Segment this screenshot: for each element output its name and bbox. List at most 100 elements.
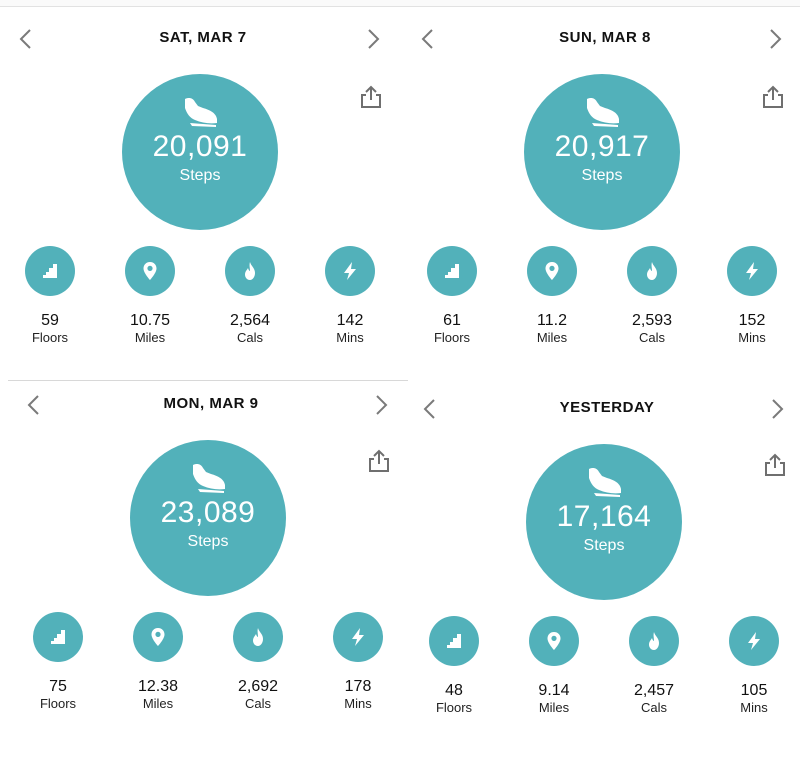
date-title: YESTERDAY	[559, 399, 655, 416]
date-title: SUN, MAR 8	[559, 29, 651, 46]
share-icon	[361, 85, 381, 108]
stat-calories[interactable]: 2,564 Cals	[205, 246, 295, 346]
minutes-value: 105	[740, 682, 768, 699]
previous-day-button[interactable]	[412, 24, 442, 54]
stat-active-minutes[interactable]: 142 Mins	[305, 246, 395, 346]
stat-active-minutes[interactable]: 152 Mins	[707, 246, 797, 346]
miles-label: Miles	[536, 330, 568, 345]
stat-active-minutes[interactable]: 105 Mins	[709, 616, 799, 716]
calories-value: 2,457	[633, 682, 675, 699]
steps-circle[interactable]: 20,091 Steps	[122, 74, 278, 230]
lightning-bolt-icon	[344, 262, 356, 280]
share-icon	[369, 449, 389, 472]
minutes-label: Mins	[738, 330, 766, 345]
stat-floors[interactable]: 48 Floors	[409, 616, 499, 716]
floors-label: Floors	[435, 700, 473, 715]
stat-floors[interactable]: 61 Floors	[407, 246, 497, 346]
previous-day-button[interactable]	[414, 394, 444, 424]
shoe-icon	[587, 98, 619, 127]
chevron-right-icon	[376, 395, 388, 415]
calories-value: 2,692	[237, 678, 279, 695]
miles-label: Miles	[134, 330, 166, 345]
miles-label: Miles	[142, 696, 174, 711]
minutes-value: 152	[738, 312, 766, 329]
floors-value: 59	[41, 312, 59, 329]
day-panel-sat-mar-7: SAT, MAR 7 20,091 Steps 59 Floors 10.75 …	[8, 24, 398, 374]
steps-label: Steps	[581, 167, 623, 184]
miles-value: 12.38	[137, 678, 179, 695]
location-pin-icon	[547, 632, 561, 650]
steps-value: 20,091	[152, 130, 248, 163]
chevron-left-icon	[423, 399, 435, 419]
shoe-icon	[193, 464, 225, 493]
stat-floors[interactable]: 75 Floors	[13, 612, 103, 712]
minutes-value: 142	[336, 312, 364, 329]
next-day-button[interactable]	[761, 24, 791, 54]
miles-label: Miles	[538, 700, 570, 715]
stat-calories[interactable]: 2,593 Cals	[607, 246, 697, 346]
steps-circle[interactable]: 23,089 Steps	[130, 440, 286, 596]
steps-circle[interactable]: 20,917 Steps	[524, 74, 680, 230]
lightning-bolt-icon	[746, 262, 758, 280]
minutes-label: Mins	[344, 696, 372, 711]
day-panel-sun-mar-8: SUN, MAR 8 20,917 Steps 61 Floors 11.2 M…	[410, 24, 800, 374]
lightning-bolt-icon	[352, 628, 364, 646]
stat-miles[interactable]: 12.38 Miles	[113, 612, 203, 712]
steps-label: Steps	[187, 533, 229, 550]
share-button[interactable]	[760, 84, 786, 110]
stat-floors[interactable]: 59 Floors	[5, 246, 95, 346]
chevron-left-icon	[19, 29, 31, 49]
previous-day-button[interactable]	[18, 390, 48, 420]
top-border	[0, 0, 800, 7]
date-title: MON, MAR 9	[163, 395, 259, 412]
floors-value: 75	[49, 678, 67, 695]
minutes-label: Mins	[740, 700, 768, 715]
next-day-button[interactable]	[763, 394, 793, 424]
stairs-icon	[447, 634, 461, 648]
stat-miles[interactable]: 11.2 Miles	[507, 246, 597, 346]
calories-value: 2,593	[631, 312, 673, 329]
stat-miles[interactable]: 9.14 Miles	[509, 616, 599, 716]
shoe-icon	[589, 468, 621, 497]
calories-label: Cals	[244, 696, 271, 711]
day-panel-mon-mar-9: MON, MAR 9 23,089 Steps 75 Floors 12.38 …	[16, 390, 406, 740]
floors-label: Floors	[31, 330, 69, 345]
miles-value: 10.75	[129, 312, 171, 329]
stairs-icon	[43, 264, 57, 278]
steps-label: Steps	[583, 537, 625, 554]
next-day-button[interactable]	[367, 390, 397, 420]
flame-icon	[253, 628, 263, 646]
steps-label: Steps	[179, 167, 221, 184]
steps-value: 17,164	[556, 500, 652, 533]
chevron-left-icon	[421, 29, 433, 49]
share-button[interactable]	[358, 84, 384, 110]
floors-value: 61	[443, 312, 461, 329]
stat-active-minutes[interactable]: 178 Mins	[313, 612, 403, 712]
chevron-right-icon	[770, 29, 782, 49]
share-button[interactable]	[366, 448, 392, 474]
floors-label: Floors	[39, 696, 77, 711]
stat-calories[interactable]: 2,692 Cals	[213, 612, 303, 712]
steps-value: 23,089	[160, 496, 256, 529]
calories-label: Cals	[640, 700, 667, 715]
location-pin-icon	[151, 628, 165, 646]
minutes-value: 178	[344, 678, 372, 695]
stairs-icon	[51, 630, 65, 644]
steps-value: 20,917	[554, 130, 650, 163]
calories-value: 2,564	[229, 312, 271, 329]
chevron-right-icon	[772, 399, 784, 419]
location-pin-icon	[545, 262, 559, 280]
stairs-icon	[445, 264, 459, 278]
flame-icon	[649, 632, 659, 650]
share-icon	[763, 85, 783, 108]
floors-value: 48	[445, 682, 463, 699]
stat-calories[interactable]: 2,457 Cals	[609, 616, 699, 716]
stat-miles[interactable]: 10.75 Miles	[105, 246, 195, 346]
flame-icon	[647, 262, 657, 280]
date-title: SAT, MAR 7	[159, 29, 247, 46]
next-day-button[interactable]	[359, 24, 389, 54]
previous-day-button[interactable]	[10, 24, 40, 54]
steps-circle[interactable]: 17,164 Steps	[526, 444, 682, 600]
location-pin-icon	[143, 262, 157, 280]
share-button[interactable]	[762, 452, 788, 478]
